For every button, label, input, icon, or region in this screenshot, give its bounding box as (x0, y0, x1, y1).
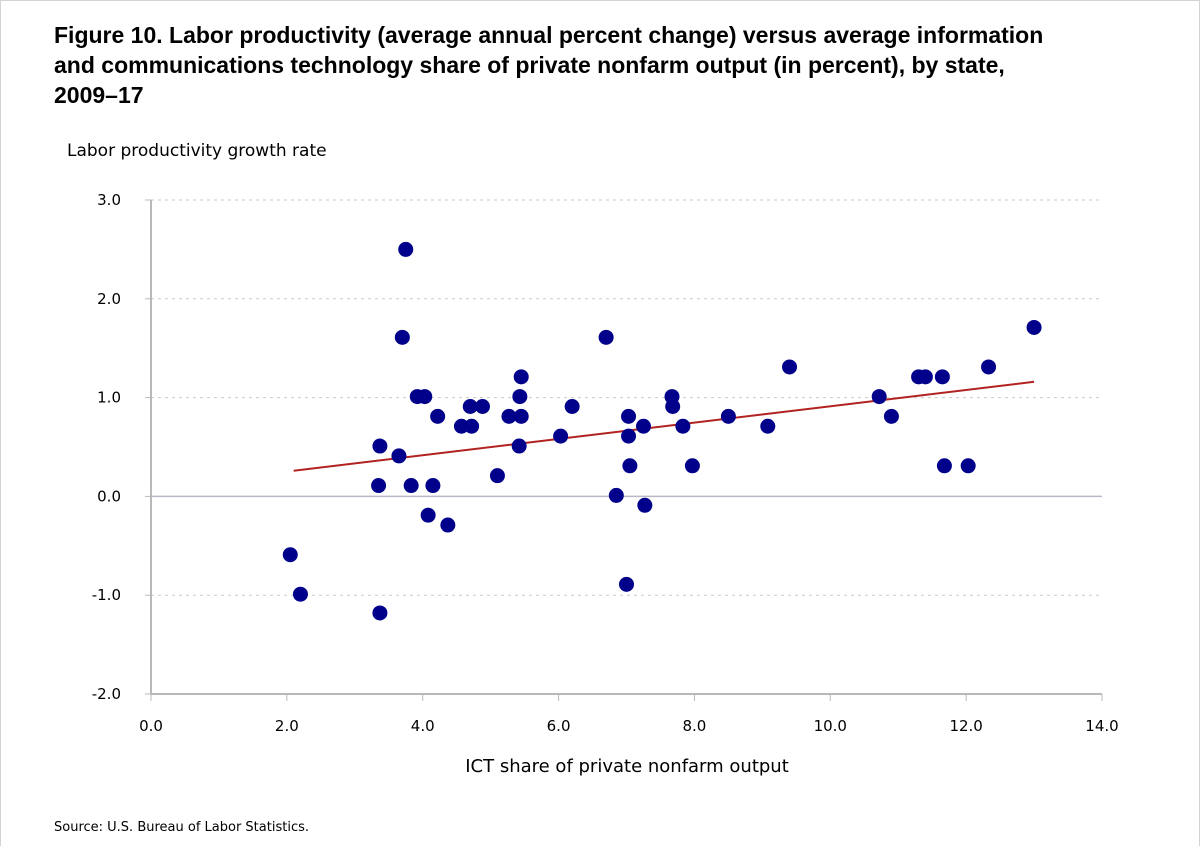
data-point (1027, 320, 1042, 335)
data-point (619, 577, 634, 592)
data-point (293, 587, 308, 602)
data-point (782, 359, 797, 374)
data-point (512, 389, 527, 404)
data-point (514, 409, 529, 424)
data-point (937, 458, 952, 473)
source-note: Source: U.S. Bureau of Labor Statistics. (54, 820, 309, 835)
data-point (514, 369, 529, 384)
data-point (621, 429, 636, 444)
axis-layer (145, 200, 1102, 701)
data-point (372, 439, 387, 454)
data-point (490, 468, 505, 483)
data-point (675, 419, 690, 434)
data-point (404, 478, 419, 493)
data-point (391, 448, 406, 463)
data-point (622, 458, 637, 473)
y-tick-label: 0.0 (97, 487, 121, 505)
data-point (636, 419, 651, 434)
data-point (981, 359, 996, 374)
x-tick-label: 14.0 (1085, 717, 1118, 735)
data-point (565, 399, 580, 414)
data-point (398, 242, 413, 257)
data-point (283, 547, 298, 562)
data-point (464, 419, 479, 434)
data-point (935, 369, 950, 384)
data-point (425, 478, 440, 493)
grid-layer (151, 200, 1102, 595)
x-axis-label: ICT share of private nonfarm output (0, 756, 1200, 777)
y-tick-label: 3.0 (97, 191, 121, 209)
data-point (918, 369, 933, 384)
data-point (475, 399, 490, 414)
x-tick-label: 4.0 (411, 717, 435, 735)
data-point (609, 488, 624, 503)
data-point (430, 409, 445, 424)
x-tick-label: 6.0 (547, 717, 571, 735)
data-point (421, 508, 436, 523)
data-point (884, 409, 899, 424)
x-tick-label: 2.0 (275, 717, 299, 735)
data-point (721, 409, 736, 424)
y-tick-label: -2.0 (92, 685, 121, 703)
data-point (440, 518, 455, 533)
data-point (372, 605, 387, 620)
y-tick-label: 2.0 (97, 290, 121, 308)
x-tick-label: 12.0 (949, 717, 982, 735)
data-point (961, 458, 976, 473)
data-point (621, 409, 636, 424)
data-point (685, 458, 700, 473)
x-tick-label: 8.0 (682, 717, 706, 735)
data-point (512, 439, 527, 454)
data-point (371, 478, 386, 493)
data-point (417, 389, 432, 404)
data-point (665, 399, 680, 414)
data-point (637, 498, 652, 513)
data-point (599, 330, 614, 345)
data-point (760, 419, 775, 434)
data-point (395, 330, 410, 345)
y-tick-label: -1.0 (92, 586, 121, 604)
data-point (872, 389, 887, 404)
y-tick-label: 1.0 (97, 389, 121, 407)
x-tick-label: 0.0 (139, 717, 163, 735)
data-point (553, 429, 568, 444)
x-tick-label: 10.0 (814, 717, 847, 735)
